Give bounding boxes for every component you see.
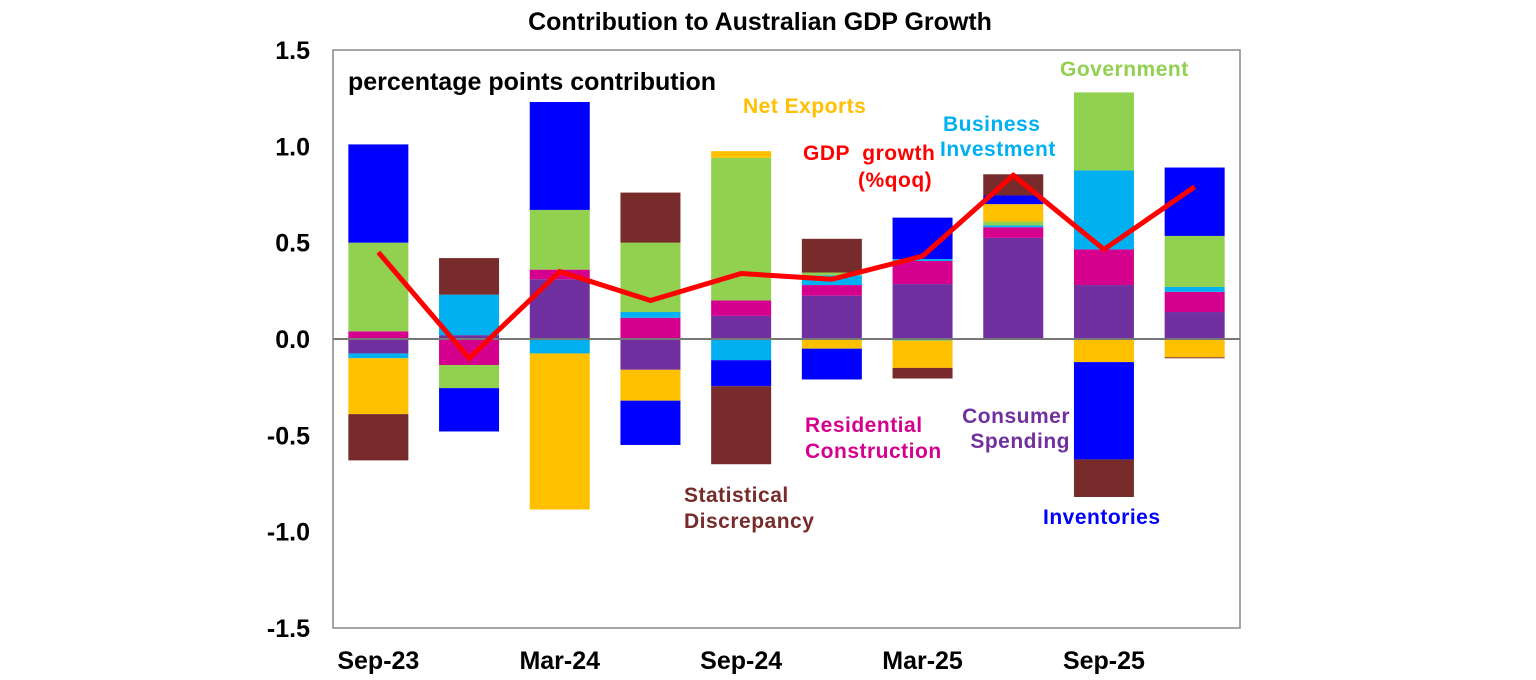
bar-segment-statistical-discrepancy-sep-24 <box>711 386 772 465</box>
bar-segment-residential-construction-dec-25 <box>1164 291 1225 313</box>
bar-segment-consumer-spending-mar-25 <box>892 284 953 339</box>
chart-title: Contribution to Australian GDP Growth <box>528 8 992 36</box>
bar-segment-consumer-spending-jun-25 <box>983 237 1044 339</box>
bar-segment-business-investment-sep-24 <box>711 339 772 361</box>
bar-segment-net-exports-dec-25 <box>1164 339 1225 358</box>
bar-segment-consumer-spending-sep-24 <box>711 315 772 339</box>
bar-segment-net-exports-jun-24 <box>620 369 681 401</box>
x-axis: Sep-23 Mar-24 Sep-24 Mar-25 Sep-25 <box>337 647 1145 675</box>
bar-segment-government-mar-24 <box>529 209 590 270</box>
annotation-consumer-2: Spending <box>970 430 1070 453</box>
bar-segment-government-sep-23 <box>348 242 409 332</box>
bar-segment-statistical-discrepancy-sep-25 <box>1073 459 1134 497</box>
bar-segment-business-investment-mar-24 <box>529 339 590 354</box>
y-tick-label: 0.0 <box>275 326 310 354</box>
bar-segment-residential-construction-sep-23 <box>348 331 409 339</box>
y-tick-label: 0.5 <box>275 230 310 258</box>
x-tick-label: Mar-24 <box>519 647 600 675</box>
annotation-statdisc-1: Statistical <box>684 484 789 507</box>
bar-segment-inventories-dec-23 <box>439 388 500 432</box>
annotation-business-1: Business <box>943 113 1040 136</box>
bar-segment-business-investment-dec-25 <box>1164 286 1225 292</box>
bar-segment-inventories-sep-25 <box>1073 362 1134 460</box>
bar-segment-consumer-spending-sep-23 <box>348 339 409 354</box>
bar-segment-government-jun-25 <box>983 221 1044 226</box>
x-tick-label: Sep-25 <box>1063 647 1145 675</box>
unit-label: percentage points contribution <box>348 68 716 96</box>
bar-segment-government-dec-24 <box>801 272 862 276</box>
bar-segment-inventories-jun-24 <box>620 400 681 445</box>
bar-segment-inventories-sep-24 <box>711 360 772 387</box>
bar-segment-inventories-dec-24 <box>801 348 862 380</box>
annotation-residential-2: Construction <box>805 440 942 463</box>
annotation-consumer-1: Consumer <box>962 405 1070 428</box>
y-tick-label: 1.0 <box>275 133 310 161</box>
bars-group <box>348 92 1225 510</box>
y-tick-label: -1.5 <box>267 615 310 643</box>
bar-segment-business-investment-dec-23 <box>439 294 500 336</box>
bar-segment-statistical-discrepancy-sep-23 <box>348 414 409 461</box>
bar-segment-statistical-discrepancy-dec-23 <box>439 258 500 295</box>
annotation-statdisc-2: Discrepancy <box>684 510 814 533</box>
bar-segment-residential-construction-jun-25 <box>983 227 1044 238</box>
annotation-net-exports: Net Exports <box>743 95 866 118</box>
bar-segment-statistical-discrepancy-dec-24 <box>801 238 862 273</box>
bar-segment-residential-construction-sep-25 <box>1073 249 1134 286</box>
bar-segment-net-exports-jun-25 <box>983 204 1044 222</box>
bar-segment-inventories-mar-24 <box>529 102 590 210</box>
bar-segment-statistical-discrepancy-dec-25 <box>1164 357 1225 359</box>
bar-segment-government-dec-23 <box>439 365 500 389</box>
bar-segment-business-investment-sep-23 <box>348 353 409 359</box>
x-tick-label: Sep-24 <box>700 647 782 675</box>
bar-segment-inventories-sep-23 <box>348 144 409 243</box>
bar-segment-statistical-discrepancy-mar-25 <box>892 367 953 379</box>
bar-segment-net-exports-sep-23 <box>348 358 409 415</box>
bar-segment-residential-construction-jun-24 <box>620 317 681 339</box>
bar-segment-business-investment-mar-25 <box>892 259 953 261</box>
bar-segment-business-investment-jun-24 <box>620 312 681 318</box>
annotation-gdp-2: (%qoq) <box>858 169 932 192</box>
bar-segment-net-exports-dec-24 <box>801 339 862 349</box>
annotation-government: Government <box>1060 58 1189 81</box>
bar-segment-government-sep-25 <box>1073 92 1134 171</box>
bar-segment-consumer-spending-dec-23 <box>439 335 500 339</box>
annotation-residential-1: Residential <box>805 414 923 437</box>
bar-segment-residential-construction-sep-24 <box>711 300 772 316</box>
bar-segment-inventories-jun-25 <box>983 195 1044 205</box>
bar-segment-consumer-spending-dec-24 <box>801 295 862 339</box>
bar-segment-government-dec-25 <box>1164 235 1225 287</box>
y-tick-label: -1.0 <box>267 519 310 547</box>
bar-segment-residential-construction-mar-25 <box>892 260 953 285</box>
bar-segment-residential-construction-dec-24 <box>801 285 862 296</box>
bar-segment-net-exports-mar-25 <box>892 340 953 368</box>
bar-segment-net-exports-sep-25 <box>1073 339 1134 363</box>
bar-segment-consumer-spending-jun-24 <box>620 339 681 370</box>
x-tick-label: Sep-23 <box>337 647 419 675</box>
y-tick-label: 1.5 <box>275 37 310 65</box>
annotation-inventories: Inventories <box>1043 506 1161 529</box>
bar-segment-consumer-spending-dec-25 <box>1164 312 1225 339</box>
annotation-business-2: Investment <box>940 138 1056 161</box>
bar-segment-net-exports-mar-24 <box>529 353 590 510</box>
x-tick-label: Mar-25 <box>882 647 963 675</box>
y-axis: 1.5 1.0 0.5 0.0 -0.5 -1.0 -1.5 <box>267 37 310 643</box>
gdp-line-group <box>376 171 1197 362</box>
bar-segment-net-exports-sep-24 <box>711 151 772 158</box>
bar-segment-consumer-spending-sep-25 <box>1073 285 1134 339</box>
bar-segment-business-investment-jun-25 <box>983 225 1044 228</box>
y-tick-label: -0.5 <box>267 422 310 450</box>
annotation-gdp-1: GDP growth <box>803 142 935 165</box>
gdp-growth-line <box>376 171 1197 362</box>
bar-segment-statistical-discrepancy-jun-24 <box>620 192 681 243</box>
